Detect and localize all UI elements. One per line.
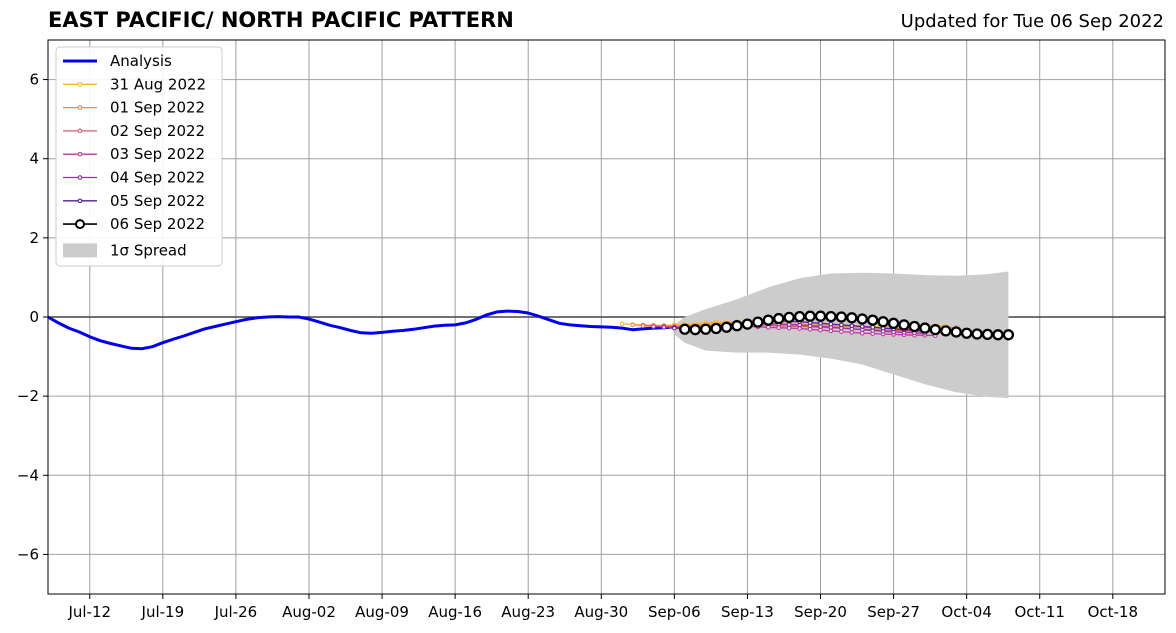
legend-marker (77, 151, 83, 157)
series-point (825, 310, 837, 323)
series-point (867, 314, 879, 326)
series-point (908, 320, 921, 333)
series-point (971, 328, 983, 340)
series-point (814, 310, 827, 322)
y-tick-label: −2 (17, 387, 39, 405)
series-line-analysis (47, 309, 675, 351)
series-point (700, 323, 712, 335)
y-tick-label: 0 (29, 308, 39, 326)
series-point (898, 319, 910, 331)
series-point (651, 324, 656, 329)
legend-marker (77, 105, 83, 110)
y-tick-label: 4 (29, 150, 39, 168)
series-point (1002, 329, 1015, 341)
x-tick-label: Aug-30 (574, 603, 628, 621)
x-tick-label: Jul-12 (67, 603, 111, 621)
legend-marker (77, 198, 83, 204)
legend-marker (77, 81, 83, 87)
series-point (752, 316, 764, 328)
series-point (661, 324, 667, 330)
series-point (870, 324, 876, 330)
series-point (679, 323, 691, 335)
series-point (828, 321, 834, 327)
x-tick-label: Oct-04 (941, 603, 991, 621)
series-point (762, 314, 774, 326)
series-point (793, 310, 806, 323)
x-tick-label: Aug-23 (501, 603, 555, 621)
series-point (961, 327, 973, 339)
series-point (929, 324, 941, 336)
series-point (846, 312, 858, 324)
series-point (630, 322, 635, 328)
legend-label: 03 Sep 2022 (110, 145, 205, 163)
series-point (835, 311, 848, 323)
series-point (731, 320, 743, 332)
series-point (950, 326, 962, 338)
legend-label: Analysis (110, 52, 172, 70)
legend-box (55, 46, 223, 267)
legend-marker (77, 175, 83, 180)
series-point (741, 318, 754, 330)
chart-title: EAST PACIFIC/ NORTH PACIFIC PATTERN (48, 8, 514, 32)
y-tick-label: −4 (17, 466, 39, 484)
legend-label: 06 Sep 2022 (110, 215, 205, 233)
series-point (856, 313, 868, 325)
legend-swatch-spread (63, 243, 97, 258)
x-tick-label: Jul-26 (214, 603, 258, 621)
series-point (839, 322, 844, 328)
series-point (672, 325, 677, 331)
x-tick-label: Aug-09 (355, 603, 409, 621)
series-point (992, 329, 1004, 341)
series-point (877, 316, 889, 328)
y-tick-label: −6 (17, 545, 39, 563)
series-point (849, 323, 855, 329)
x-tick-label: Sep-27 (867, 603, 920, 621)
series-point (783, 311, 795, 324)
x-tick-label: Jul-19 (141, 603, 185, 621)
series-point (818, 320, 823, 326)
legend-label: 01 Sep 2022 (110, 99, 205, 117)
x-tick-label: Aug-02 (282, 603, 336, 621)
legend-label: 02 Sep 2022 (110, 122, 205, 140)
series-point (619, 321, 625, 327)
legend-label: 1σ Spread (110, 241, 187, 259)
series-point (919, 322, 931, 334)
legend-label: 04 Sep 2022 (110, 169, 205, 187)
series-point (773, 312, 785, 325)
x-tick-label: Aug-16 (428, 603, 482, 621)
x-tick-label: Sep-13 (721, 603, 774, 621)
plot-frame (47, 39, 1166, 595)
x-tick-label: Sep-06 (648, 603, 701, 621)
series-point (710, 322, 722, 335)
series-point (940, 325, 952, 337)
y-tick-label: 6 (29, 71, 39, 89)
series-point (859, 324, 865, 329)
x-tick-label: Oct-11 (1015, 603, 1065, 621)
series-point (640, 323, 646, 329)
legend-marker (77, 128, 83, 134)
series-point (689, 324, 701, 336)
series-point (804, 310, 816, 322)
legend-label: 31 Aug 2022 (110, 75, 206, 93)
y-tick-label: 2 (29, 229, 39, 247)
legend-marker (75, 219, 85, 230)
updated-label: Updated for Tue 06 Sep 2022 (900, 11, 1164, 32)
series-point (887, 317, 900, 329)
spread-band (674, 271, 1009, 399)
series-point (981, 328, 994, 341)
x-tick-label: Sep-20 (794, 603, 847, 621)
legend-label: 05 Sep 2022 (110, 192, 205, 210)
x-tick-label: Oct-18 (1088, 603, 1138, 621)
series-point (720, 321, 733, 333)
